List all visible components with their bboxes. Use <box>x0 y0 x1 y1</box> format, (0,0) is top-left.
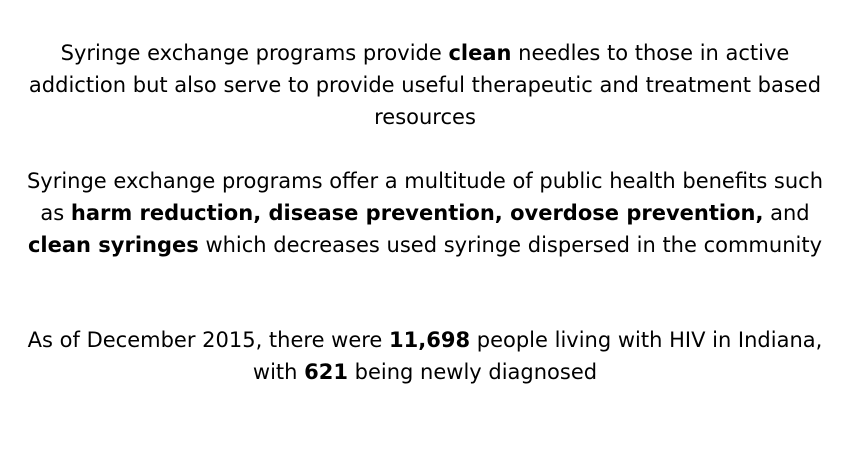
p2-text-2: and <box>763 201 810 225</box>
p2-bold-clean-syringes: clean syringes <box>27 233 199 257</box>
syringe-exchange-paragraph: Syringe exchange programs provide clean … <box>20 37 830 133</box>
p1-text-2: needles to those in active addiction but… <box>28 41 822 129</box>
p3-text-3: being newly diagnosed <box>347 360 598 384</box>
p3-bold-hiv-count: 11,698 <box>389 328 471 352</box>
hiv-statistics-paragraph: As of December 2015, there were 11,698 p… <box>20 324 830 388</box>
p3-text-2: people living with HIV in Indiana, with <box>252 328 823 384</box>
p3-text-1: As of December 2015, there were <box>27 328 390 352</box>
p1-text-1: Syringe exchange programs provide <box>60 41 449 65</box>
p2-text-1: Syringe exchange programs offer a multit… <box>26 169 824 225</box>
p3-bold-new-diagnoses: 621 <box>304 360 348 384</box>
p1-bold-clean: clean <box>448 41 512 65</box>
public-health-benefits-paragraph: Syringe exchange programs offer a multit… <box>20 165 830 261</box>
p2-text-3: which decreases used syringe dispersed i… <box>198 233 823 257</box>
p2-bold-benefits: harm reduction, disease prevention, over… <box>70 201 764 225</box>
